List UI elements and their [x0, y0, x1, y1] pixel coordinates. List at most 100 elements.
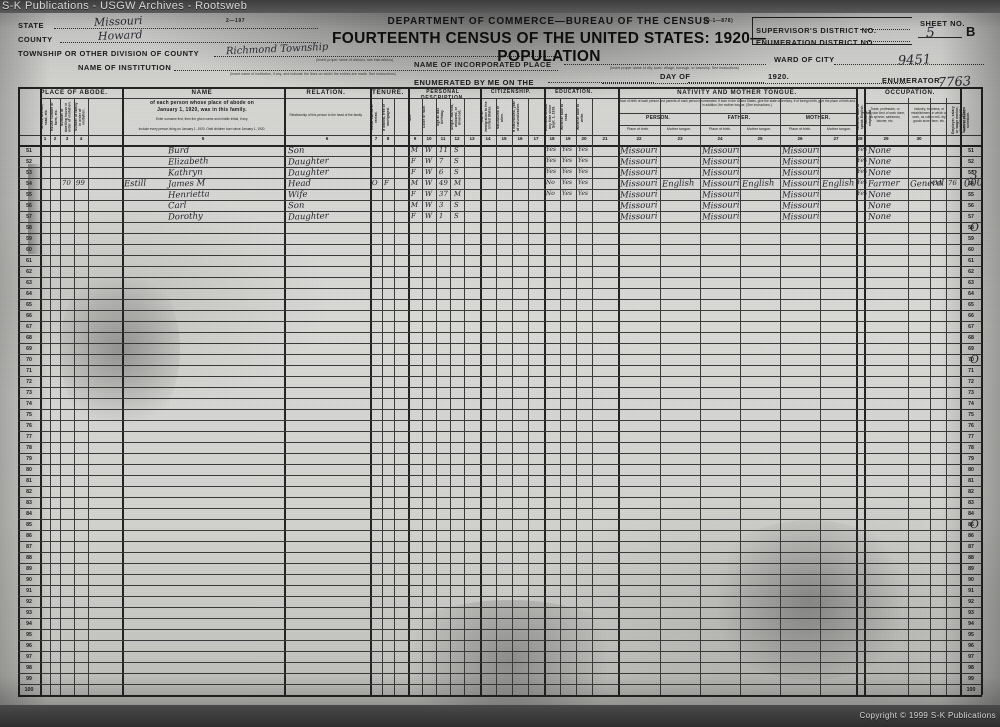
grid-line-horizontal — [18, 552, 982, 553]
grid-line-vertical — [856, 98, 858, 695]
entry-value: Missouri — [781, 199, 820, 212]
occupation-industry-note: Industry, business, or establishment in … — [911, 107, 947, 124]
row-number-left: 62 — [26, 268, 32, 275]
grid-line-vertical — [88, 98, 89, 695]
year-label: 1920. — [768, 72, 790, 81]
entry-value: S — [453, 200, 459, 209]
grid-line-horizontal — [18, 618, 982, 619]
vertical-column-header: Year of immigration to the United States… — [480, 101, 492, 133]
grid-line-vertical — [700, 98, 701, 695]
entry-value: F — [410, 167, 416, 176]
grid-line-horizontal — [18, 607, 982, 608]
grid-line-horizontal — [40, 98, 856, 99]
row-number-right: 91 — [968, 587, 974, 594]
row-number-left: 76 — [26, 422, 32, 429]
grid-line-horizontal — [18, 87, 982, 89]
group-header-nativity: NATIVITY AND MOTHER TONGUE. — [677, 89, 797, 96]
vertical-column-header: Age at last birthday. — [436, 108, 444, 126]
row-number-left: 97 — [26, 653, 32, 660]
entry-value: M — [410, 145, 419, 154]
state-label: State — [18, 21, 44, 30]
row-number-left: 51 — [26, 147, 32, 154]
row-number-left: 87 — [26, 543, 32, 550]
row-number-right: 92 — [968, 598, 974, 605]
entry-value: Missouri — [701, 210, 740, 223]
grid-line-vertical — [50, 98, 51, 695]
row-number-left: 61 — [26, 257, 32, 264]
row-number-right: 90 — [968, 576, 974, 583]
entry-value: M — [410, 178, 419, 187]
entry-value: Missouri — [619, 144, 658, 157]
grid-line-horizontal — [18, 354, 982, 355]
grid-line-horizontal — [18, 387, 982, 388]
grid-line-horizontal — [18, 662, 982, 663]
row-number-right: 99 — [968, 675, 974, 682]
row-number-left: 99 — [26, 675, 32, 682]
nativity-mother-tongue: Mother tongue. — [826, 127, 852, 131]
row-number-left: 78 — [26, 444, 32, 451]
district-numbers-box: Supervisor's District No. Enumeration Di… — [752, 17, 912, 47]
grid-line-horizontal — [18, 684, 982, 685]
nativity-subgroup-mother: MOTHER. — [805, 115, 831, 121]
vertical-column-header: Whether able to speak English. — [856, 103, 864, 131]
row-number-left: 100 — [24, 686, 34, 693]
incorporated-place-row: Name of incorporated place (Insert prope… — [414, 54, 766, 70]
grid-line-horizontal — [18, 519, 982, 520]
row-number-left: 59 — [26, 235, 32, 242]
entry-value: Carl — [167, 200, 187, 211]
population-schedule-table: PLACE OF ABODE. NAME RELATION. TENURE. P… — [18, 87, 983, 697]
row-number-left: 95 — [26, 631, 32, 638]
ward-value: 9451 — [897, 52, 932, 69]
grid-line-horizontal — [18, 178, 982, 179]
nativity-person-tongue: Mother tongue. — [666, 127, 692, 131]
grid-line-vertical — [422, 98, 423, 695]
row-number-right: 80 — [968, 466, 974, 473]
grid-line-vertical — [60, 98, 61, 695]
entry-value: Yes — [545, 167, 557, 175]
nativity-subgroup-father: FATHER. — [727, 115, 751, 121]
day-label: day of — [660, 72, 691, 81]
entry-value: Daughter — [287, 155, 329, 168]
grid-line-horizontal — [18, 211, 982, 212]
grid-line-horizontal — [18, 541, 982, 542]
group-header-occupation: OCCUPATION. — [884, 89, 936, 96]
row-number-right: 52 — [968, 158, 974, 165]
entry-value: Yes — [577, 178, 589, 186]
grid-line-vertical — [528, 98, 529, 695]
grid-line-horizontal — [18, 299, 982, 300]
entry-value: No — [545, 178, 555, 186]
row-number-left: 73 — [26, 389, 32, 396]
grid-line-horizontal — [18, 277, 982, 278]
grid-line-horizontal — [864, 103, 960, 104]
column-number: 30 — [916, 136, 922, 141]
column-number: 1 — [43, 136, 47, 141]
row-number-right: 70 — [968, 356, 974, 363]
entry-value: Yes — [561, 145, 573, 153]
column-number: 18 — [549, 136, 555, 141]
grid-line-horizontal — [18, 629, 982, 630]
grid-line-horizontal — [18, 431, 982, 432]
entry-value: Missouri — [701, 188, 740, 201]
grid-line-vertical — [18, 87, 20, 695]
column-number: 27 — [833, 136, 839, 141]
group-header-name: NAME — [191, 89, 213, 96]
row-number-left: 93 — [26, 609, 32, 616]
form-code: (D-1—878) — [704, 18, 734, 24]
entry-value: S — [453, 167, 459, 176]
row-number-right: 96 — [968, 642, 974, 649]
row-number-right: 62 — [968, 268, 974, 275]
grid-line-horizontal — [18, 332, 982, 333]
column-number: 3 — [65, 136, 69, 141]
entry-value: None — [867, 189, 892, 200]
entry-value: S — [453, 156, 459, 165]
grid-line-horizontal — [18, 442, 982, 443]
row-number-right: 93 — [968, 609, 974, 616]
grid-line-horizontal — [18, 596, 982, 597]
row-number-right: 88 — [968, 554, 974, 561]
entry-value: 6 — [438, 167, 444, 176]
vertical-column-header: If naturalized, year of naturalization. — [512, 101, 520, 133]
enumerator-label: Enumerator. — [882, 76, 943, 85]
column-number: 24 — [717, 136, 723, 141]
entry-value: James M — [167, 177, 206, 190]
entry-value: Missouri — [781, 155, 820, 168]
